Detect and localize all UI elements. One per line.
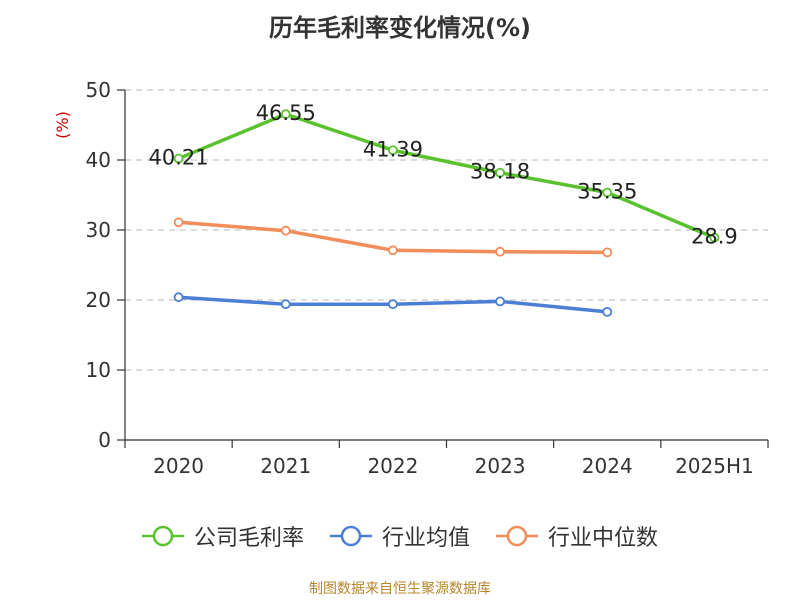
data-label: 35.35 — [577, 180, 637, 204]
data-label: 38.18 — [470, 160, 530, 184]
data-label: 46.55 — [256, 101, 316, 125]
chart-title: 历年毛利率变化情况(%) — [269, 14, 531, 42]
x-tick-label: 2022 — [367, 454, 418, 478]
legend-label: 行业均值 — [381, 526, 470, 551]
y-tick-label: 0 — [98, 428, 111, 452]
data-point — [173, 217, 184, 228]
data-point — [709, 232, 720, 243]
data-point — [173, 153, 184, 164]
x-tick-label: 2023 — [475, 454, 526, 478]
y-tick-label: 10 — [86, 358, 111, 382]
data-label: 28.9 — [691, 225, 738, 249]
data-point — [388, 145, 398, 156]
series-line — [176, 112, 717, 240]
y-axis-label: (%) — [53, 111, 72, 139]
data-source-note: 制图数据来自恒生聚源数据库 — [309, 581, 491, 597]
legend-swatch — [329, 525, 372, 547]
data-label: 41.39 — [363, 137, 423, 161]
y-tick-label: 30 — [86, 218, 111, 242]
data-label: 40.21 — [149, 146, 209, 170]
data-point — [388, 299, 398, 310]
chart-legend: 公司毛利率 行业均值 行业中位数 — [0, 520, 800, 552]
legend-label: 公司毛利率 — [193, 526, 304, 551]
legend-label: 行业中位数 — [548, 526, 659, 551]
data-point — [173, 292, 184, 303]
y-tick-label: 50 — [86, 78, 111, 102]
legend-item: 行业均值 — [329, 520, 470, 552]
legend-swatch — [141, 525, 184, 547]
data-point — [280, 299, 291, 310]
x-tick-label: 2020 — [153, 454, 204, 478]
data-point — [495, 296, 505, 307]
x-tick-label: 2025H1 — [675, 454, 754, 478]
y-tick-label: 40 — [86, 148, 111, 172]
data-point — [388, 245, 398, 256]
data-point — [602, 187, 613, 198]
x-tick-label: 2021 — [260, 454, 311, 478]
legend-item: 公司毛利率 — [141, 520, 304, 552]
legend-swatch — [496, 525, 538, 547]
data-point — [602, 306, 613, 317]
data-point — [280, 225, 291, 236]
y-tick-label: 20 — [86, 288, 111, 312]
data-point — [495, 246, 505, 257]
x-tick-label: 2024 — [582, 454, 633, 478]
data-point — [280, 109, 291, 120]
data-point — [495, 167, 505, 178]
legend-item: 行业中位数 — [496, 520, 658, 552]
data-point — [602, 247, 613, 258]
